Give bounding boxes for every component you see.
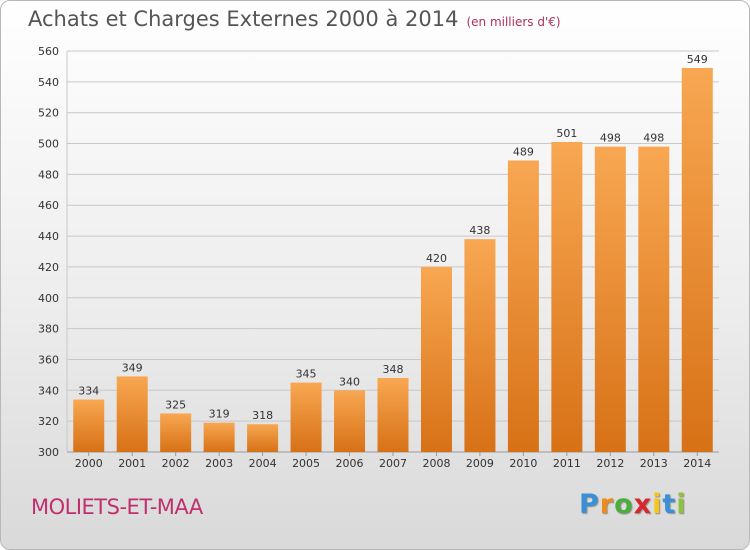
data-label: 348	[383, 363, 404, 376]
bar	[203, 422, 235, 452]
x-tick-label: 2005	[292, 457, 320, 470]
logo-letter: x	[633, 489, 653, 520]
logo-letter: t	[662, 489, 677, 520]
data-label: 549	[687, 53, 708, 66]
commune-name: MOLIETS-ET-MAA	[31, 495, 203, 519]
x-tick-label: 2004	[249, 457, 277, 470]
x-tick-label: 2002	[162, 457, 190, 470]
logo-letter: r	[599, 489, 615, 520]
y-tick-label: 520	[38, 107, 59, 120]
bar	[420, 266, 452, 452]
x-tick-label: 2012	[596, 457, 624, 470]
logo-letter: P	[579, 489, 600, 520]
bar	[290, 382, 322, 452]
data-labels: 334 349 325 319 318 345 340 348 420 438 489 501 498 4…	[78, 53, 708, 422]
data-label: 498	[600, 132, 621, 145]
data-label: 340	[339, 375, 360, 388]
bar	[73, 399, 105, 452]
bar	[594, 146, 626, 452]
y-tick-label: 380	[38, 323, 59, 336]
data-label: 420	[426, 252, 447, 265]
bar	[551, 141, 583, 452]
x-tick-label: 2011	[553, 457, 581, 470]
y-tick-label: 300	[38, 446, 59, 459]
logo-letter: i	[676, 489, 687, 520]
chart-title: Achats et Charges Externes 2000 à 2014 (e…	[28, 7, 561, 31]
y-tick-label: 460	[38, 199, 59, 212]
x-tick-label: 2013	[640, 457, 668, 470]
bars	[73, 67, 713, 452]
x-tick-label: 2014	[683, 457, 711, 470]
bar	[464, 239, 496, 452]
bar	[638, 146, 670, 452]
x-tick-label: 2006	[336, 457, 364, 470]
y-tick-label: 480	[38, 168, 59, 181]
y-tick-label: 360	[38, 353, 59, 366]
x-tick-label: 2000	[75, 457, 103, 470]
data-label: 498	[643, 132, 664, 145]
data-label: 325	[165, 398, 186, 411]
x-axis: 2000 2001 2002 2003 2004 2005 2006 2007 2008 2009…	[75, 452, 711, 470]
title-text: Achats et Charges Externes 2000 à 2014	[28, 7, 459, 31]
y-tick-label: 500	[38, 138, 59, 151]
x-tick-label: 2009	[466, 457, 494, 470]
data-label: 345	[296, 368, 317, 381]
bar	[247, 424, 279, 452]
data-label: 501	[556, 127, 577, 140]
chart-subtitle: (en milliers d'€)	[466, 15, 561, 29]
logo-letter: i	[652, 489, 663, 520]
x-tick-label: 2010	[509, 457, 537, 470]
bar	[116, 376, 148, 452]
bar	[507, 160, 539, 452]
y-axis: 300 320 340 360 380 400 420 440 460 480 500 520 540 5…	[38, 45, 59, 459]
bar	[377, 377, 409, 452]
x-tick-label: 2001	[118, 457, 146, 470]
y-tick-label: 320	[38, 415, 59, 428]
x-tick-label: 2003	[205, 457, 233, 470]
logo-letter: o	[614, 489, 634, 520]
y-tick-label: 420	[38, 261, 59, 274]
data-label: 489	[513, 146, 534, 159]
data-label: 318	[252, 409, 273, 422]
y-tick-label: 400	[38, 292, 59, 305]
data-label: 438	[469, 224, 490, 237]
y-tick-label: 540	[38, 76, 59, 89]
x-tick-label: 2008	[422, 457, 450, 470]
bar	[160, 413, 192, 452]
bar	[334, 390, 366, 452]
data-label: 349	[122, 361, 143, 374]
data-label: 319	[209, 408, 230, 421]
y-tick-label: 440	[38, 230, 59, 243]
x-tick-label: 2007	[379, 457, 407, 470]
y-tick-label: 560	[38, 45, 59, 58]
y-tick-label: 340	[38, 384, 59, 397]
bar	[681, 67, 713, 452]
proxiti-logo[interactable]: Proxiti	[579, 489, 687, 520]
data-label: 334	[78, 385, 99, 398]
